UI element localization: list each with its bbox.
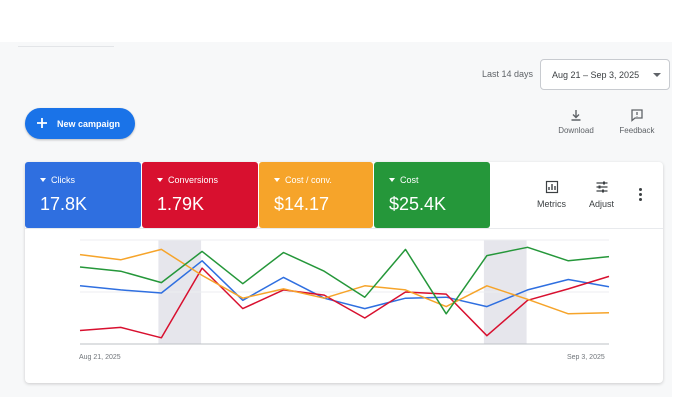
metric-tile-clicks[interactable]: Clicks 17.8K bbox=[25, 162, 141, 228]
dropdown-triangle-icon bbox=[157, 178, 163, 182]
feedback-icon bbox=[631, 109, 643, 122]
metrics-label: Metrics bbox=[537, 199, 566, 209]
dropdown-triangle-icon bbox=[40, 178, 46, 182]
metric-tile-value: $25.4K bbox=[389, 194, 447, 214]
metric-tile-label: Cost bbox=[400, 175, 419, 185]
new-campaign-label: New campaign bbox=[57, 118, 121, 129]
metric-tile-cost-per-conversion[interactable]: Cost / conv. $14.17 bbox=[259, 162, 373, 228]
metric-tile-label: Cost / conv. bbox=[285, 175, 332, 185]
performance-card: Clicks 17.8K Conversions 1.79K Cost / co… bbox=[25, 162, 663, 383]
more-options-icon[interactable] bbox=[637, 188, 643, 202]
dropdown-triangle-icon bbox=[389, 178, 395, 182]
series-line-1 bbox=[79, 267, 610, 339]
x-axis-start-label: Aug 21, 2025 bbox=[79, 354, 121, 361]
top-divider bbox=[18, 46, 114, 47]
metric-tile-conversions[interactable]: Conversions 1.79K bbox=[142, 162, 258, 228]
date-range-label: Last 14 days bbox=[482, 69, 534, 79]
series-line-3 bbox=[79, 246, 610, 315]
new-campaign-button[interactable]: New campaign bbox=[25, 108, 135, 139]
metrics-button[interactable]: Metrics bbox=[537, 180, 566, 209]
metric-tile-label: Conversions bbox=[168, 175, 219, 185]
metric-tile-value: 17.8K bbox=[40, 194, 88, 214]
date-range-value: Aug 21 – Sep 3, 2025 bbox=[552, 69, 640, 80]
series-line-0 bbox=[79, 260, 610, 310]
date-range-select[interactable]: Aug 21 – Sep 3, 2025 bbox=[540, 59, 670, 90]
metric-tile-cost[interactable]: Cost $25.4K bbox=[374, 162, 490, 228]
dropdown-triangle-icon bbox=[274, 178, 280, 182]
download-icon bbox=[571, 110, 581, 121]
plus-icon bbox=[37, 118, 47, 128]
feedback-label: Feedback bbox=[619, 126, 655, 135]
feedback-button[interactable]: Feedback bbox=[612, 108, 662, 135]
metric-tile-label: Clicks bbox=[51, 175, 75, 185]
chart-divider bbox=[25, 228, 663, 229]
download-label: Download bbox=[558, 126, 594, 135]
download-button[interactable]: Download bbox=[551, 108, 601, 135]
performance-line-chart bbox=[79, 239, 610, 345]
metric-tile-value: $14.17 bbox=[274, 194, 330, 214]
chart-icon bbox=[545, 180, 558, 194]
series-line-2 bbox=[79, 248, 610, 315]
metric-tile-value: 1.79K bbox=[157, 194, 205, 214]
chevron-down-icon bbox=[653, 73, 661, 77]
x-axis-end-label: Sep 3, 2025 bbox=[567, 354, 605, 361]
adjust-label: Adjust bbox=[589, 199, 615, 209]
adjust-button[interactable]: Adjust bbox=[589, 180, 614, 209]
sliders-icon bbox=[596, 181, 607, 193]
